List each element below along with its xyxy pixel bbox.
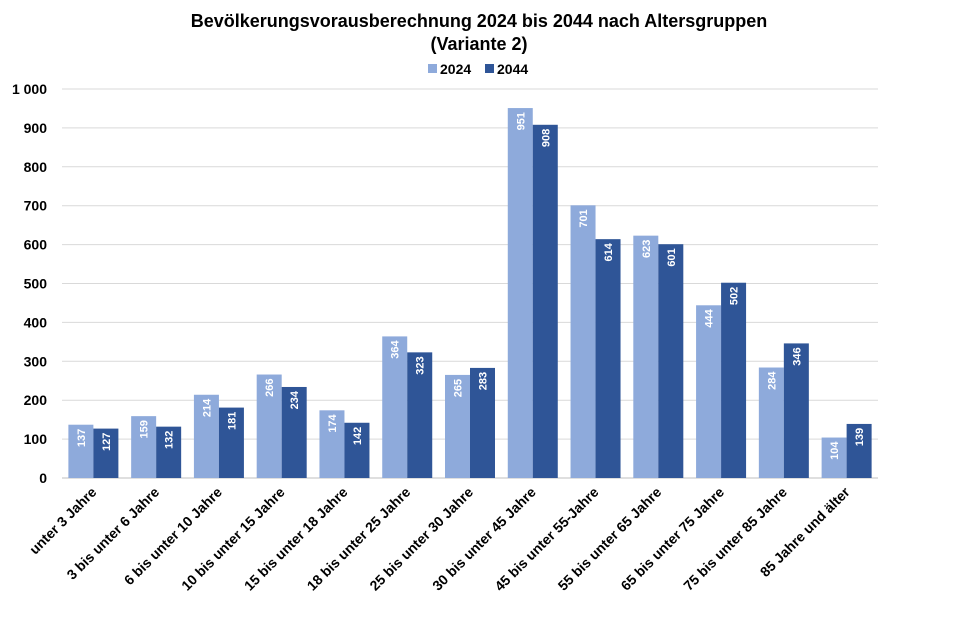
bar-2044-75-bis-unter-85-jahre bbox=[783, 343, 809, 478]
bar-2044-30-bis-unter-45-jahre bbox=[532, 124, 558, 479]
bar-2044-3-bis-unter-6-jahre bbox=[156, 426, 182, 478]
data-label-2044-45-bis-unter-55-jahre: 614 bbox=[603, 242, 615, 261]
data-label-2024-25-bis-unter-30-jahre: 265 bbox=[453, 379, 465, 397]
y-tick-label-300: 300 bbox=[24, 353, 48, 369]
data-label-2024-85-jahre-und-älter: 104 bbox=[829, 441, 841, 460]
data-label-2044-10-bis-unter-15-jahre: 234 bbox=[289, 390, 301, 409]
bar-2024-3-bis-unter-6-jahre bbox=[131, 416, 157, 478]
y-tick-label-600: 600 bbox=[24, 237, 48, 253]
bar-2024-25-bis-unter-30-jahre bbox=[445, 374, 470, 478]
bar-2024-18-bis-unter-25-jahre bbox=[382, 336, 408, 478]
data-label-2044-85-jahre-und-älter: 139 bbox=[854, 428, 866, 446]
legend-swatch-2044 bbox=[485, 64, 494, 73]
x-tick-label-55-bis-unter-65-jahre: 55 bis unter 65 Jahre bbox=[555, 484, 665, 594]
data-label-2024-3-bis-unter-6-jahre: 159 bbox=[139, 420, 151, 438]
data-label-2044-unter-3-jahre: 127 bbox=[101, 433, 113, 451]
data-label-2024-30-bis-unter-45-jahre: 951 bbox=[515, 112, 527, 130]
bar-2044-unter-3-jahre bbox=[93, 428, 119, 478]
legend: 2024 2044 bbox=[428, 61, 528, 77]
data-label-2044-65-bis-unter-75-jahre: 502 bbox=[729, 287, 741, 305]
bar-2024-10-bis-unter-15-jahre bbox=[256, 374, 282, 478]
data-label-2044-55-bis-unter-65-jahre: 601 bbox=[666, 248, 678, 266]
y-tick-label-700: 700 bbox=[24, 198, 48, 214]
y-tick-label-1000: 1 000 bbox=[12, 81, 47, 97]
bar-2044-6-bis-unter-10-jahre bbox=[218, 407, 244, 478]
y-tick-label-400: 400 bbox=[24, 314, 48, 330]
y-tick-label-900: 900 bbox=[24, 120, 48, 136]
data-label-2024-18-bis-unter-25-jahre: 364 bbox=[390, 340, 402, 359]
bar-2024-75-bis-unter-85-jahre bbox=[758, 367, 784, 478]
data-label-2024-65-bis-unter-75-jahre: 444 bbox=[704, 308, 716, 327]
data-label-2024-10-bis-unter-15-jahre: 266 bbox=[264, 379, 276, 397]
x-tick-label-15-bis-unter-18-jahre: 15 bis unter 18 Jahre bbox=[241, 484, 351, 594]
bar-2044-85-jahre-und-älter bbox=[846, 423, 872, 478]
x-tick-label-75-bis-unter-85-jahre: 75 bis unter 85 Jahre bbox=[680, 484, 790, 594]
x-tick-label-30-bis-unter-45-jahre: 30 bis unter 45 Jahre bbox=[429, 484, 539, 594]
x-tick-label-45-bis-unter-55-jahre: 45 bis unter 55-Jahre bbox=[491, 484, 602, 595]
y-axis: 0 100 200 300 400 500 600 700 800 900 1 000 bbox=[12, 81, 47, 486]
data-label-2024-55-bis-unter-65-jahre: 623 bbox=[641, 240, 653, 258]
y-tick-label-0: 0 bbox=[39, 470, 47, 486]
x-tick-label-25-bis-unter-30-jahre: 25 bis unter 30 Jahre bbox=[366, 484, 476, 594]
bar-2044-55-bis-unter-65-jahre bbox=[658, 244, 684, 478]
bar-2024-45-bis-unter-55-jahre bbox=[570, 205, 596, 478]
data-label-2044-15-bis-unter-18-jahre: 142 bbox=[352, 427, 364, 445]
data-label-2024-45-bis-unter-55-jahre: 701 bbox=[578, 209, 590, 227]
bar-2044-65-bis-unter-75-jahre bbox=[721, 282, 747, 478]
y-tick-label-200: 200 bbox=[24, 392, 48, 408]
x-tick-label-18-bis-unter-25-jahre: 18 bis unter 25 Jahre bbox=[304, 484, 414, 594]
y-tick-label-800: 800 bbox=[24, 159, 48, 175]
bar-2024-15-bis-unter-18-jahre bbox=[319, 410, 345, 478]
data-label-2024-6-bis-unter-10-jahre: 214 bbox=[201, 398, 213, 417]
bar-2044-45-bis-unter-55-jahre bbox=[595, 239, 621, 478]
bar-2024-65-bis-unter-75-jahre bbox=[696, 305, 722, 478]
data-label-2024-unter-3-jahre: 137 bbox=[76, 429, 88, 447]
data-label-2024-15-bis-unter-18-jahre: 174 bbox=[327, 413, 339, 432]
legend-label-2044: 2044 bbox=[497, 61, 528, 77]
bars: 137 127 159 132 214 181 266 234 174 142 364 323 265 2… bbox=[68, 108, 872, 479]
bar-2024-unter-3-jahre bbox=[68, 424, 94, 478]
data-label-2044-6-bis-unter-10-jahre: 181 bbox=[226, 412, 238, 430]
bar-2044-18-bis-unter-25-jahre bbox=[407, 352, 433, 478]
data-label-2024-75-bis-unter-85-jahre: 284 bbox=[766, 371, 778, 390]
bar-2044-25-bis-unter-30-jahre bbox=[470, 367, 495, 478]
chart-title-line-2: (Variante 2) bbox=[430, 34, 527, 54]
y-tick-label-500: 500 bbox=[24, 276, 48, 292]
data-label-2044-18-bis-unter-25-jahre: 323 bbox=[415, 356, 427, 374]
bar-2024-55-bis-unter-65-jahre bbox=[633, 235, 659, 478]
chart-title-line-1: Bevölkerungsvorausberechnung 2024 bis 20… bbox=[191, 11, 768, 31]
data-label-2044-3-bis-unter-6-jahre: 132 bbox=[164, 431, 176, 449]
legend-label-2024: 2024 bbox=[440, 61, 471, 77]
data-label-2044-25-bis-unter-30-jahre: 283 bbox=[478, 372, 490, 390]
bar-2024-85-jahre-und-älter bbox=[821, 437, 847, 478]
bar-2044-10-bis-unter-15-jahre bbox=[281, 386, 307, 478]
x-tick-label-10-bis-unter-15-jahre: 10 bis unter 15 Jahre bbox=[178, 484, 288, 594]
data-label-2044-75-bis-unter-85-jahre: 346 bbox=[791, 347, 803, 365]
y-tick-label-100: 100 bbox=[24, 431, 48, 447]
bar-2024-6-bis-unter-10-jahre bbox=[193, 394, 219, 478]
bar-2024-30-bis-unter-45-jahre bbox=[507, 108, 533, 478]
legend-swatch-2024 bbox=[428, 64, 437, 73]
x-tick-label-65-bis-unter-75-jahre: 65 bis unter 75 Jahre bbox=[617, 484, 727, 594]
data-label-2044-30-bis-unter-45-jahre: 908 bbox=[540, 129, 552, 147]
bar-2044-15-bis-unter-18-jahre bbox=[344, 422, 370, 478]
